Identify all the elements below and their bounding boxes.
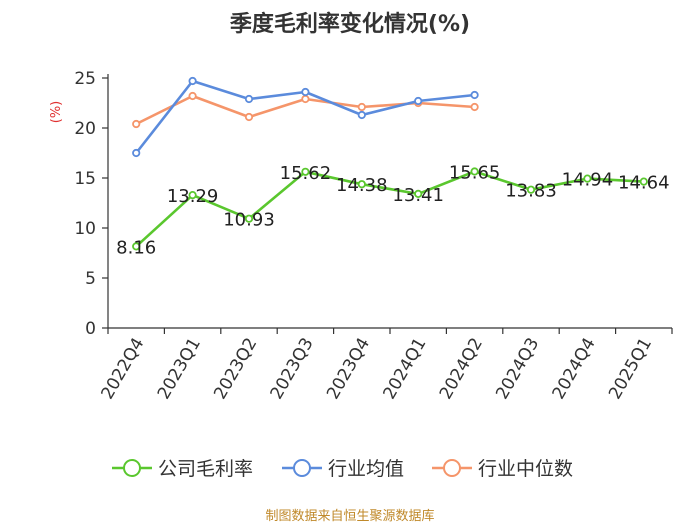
legend-label: 行业中位数 (478, 458, 573, 480)
data-point (188, 91, 197, 101)
data-point (357, 180, 366, 189)
x-tick-label: 2023Q2 (210, 335, 261, 403)
x-tick-label: 2024Q2 (436, 335, 487, 403)
y-tick-label: 5 (85, 269, 96, 289)
data-point (244, 214, 254, 223)
chart-title: 季度毛利率变化情况(%) (229, 12, 471, 37)
data-label: 13.29 (167, 186, 219, 207)
y-tick-label: 25 (74, 69, 96, 89)
data-label: 15.62 (280, 163, 332, 184)
y-tick-label: 0 (85, 319, 96, 339)
data-label: 13.41 (392, 185, 444, 206)
data-label: 14.38 (336, 175, 388, 196)
data-point (132, 148, 141, 158)
x-tick-label: 2023Q4 (323, 335, 374, 403)
data-point (357, 102, 366, 112)
data-label: 13.83 (505, 181, 557, 202)
series-line (135, 170, 644, 248)
legend-label: 公司毛利率 (158, 458, 253, 480)
x-tick-label: 2024Q3 (492, 335, 543, 403)
legend-label: 行业均值 (328, 458, 404, 480)
data-source-note: 制图数据来自恒生聚源数据库 (265, 509, 435, 524)
data-label: 8.16 (116, 237, 156, 258)
x-tick-label: 2024Q1 (379, 335, 430, 403)
data-point (132, 119, 141, 129)
data-point (188, 76, 197, 86)
data-point (526, 185, 536, 194)
legend-marker (293, 459, 311, 477)
data-point (244, 94, 254, 104)
x-tick-label: 2022Q4 (97, 335, 148, 403)
data-point (357, 110, 366, 120)
data-point (639, 177, 648, 186)
data-label: 15.65 (449, 163, 501, 184)
data-point (244, 112, 254, 122)
data-label: 14.64 (618, 173, 670, 194)
data-point (583, 174, 592, 183)
data-point (188, 191, 197, 200)
y-tick-label: 20 (74, 119, 96, 139)
data-point (414, 189, 423, 198)
data-label: 14.94 (562, 170, 614, 191)
data-point (414, 96, 423, 106)
data-point (470, 167, 479, 176)
x-tick-label: 2025Q1 (605, 335, 656, 403)
data-point (301, 94, 310, 104)
x-tick-label: 2023Q3 (267, 335, 318, 403)
y-axis-label: (%) (49, 101, 64, 124)
y-tick-label: 15 (74, 169, 96, 189)
legend-marker (123, 459, 141, 477)
y-tick-label: 10 (74, 219, 96, 239)
data-point (470, 90, 479, 100)
data-point (301, 87, 310, 97)
data-point (470, 102, 479, 112)
data-point (301, 167, 310, 176)
x-tick-label: 2023Q1 (154, 335, 205, 403)
data-label: 10.93 (223, 210, 275, 231)
legend-marker (443, 459, 461, 477)
x-tick-label: 2024Q4 (549, 335, 600, 403)
data-point (132, 242, 141, 251)
